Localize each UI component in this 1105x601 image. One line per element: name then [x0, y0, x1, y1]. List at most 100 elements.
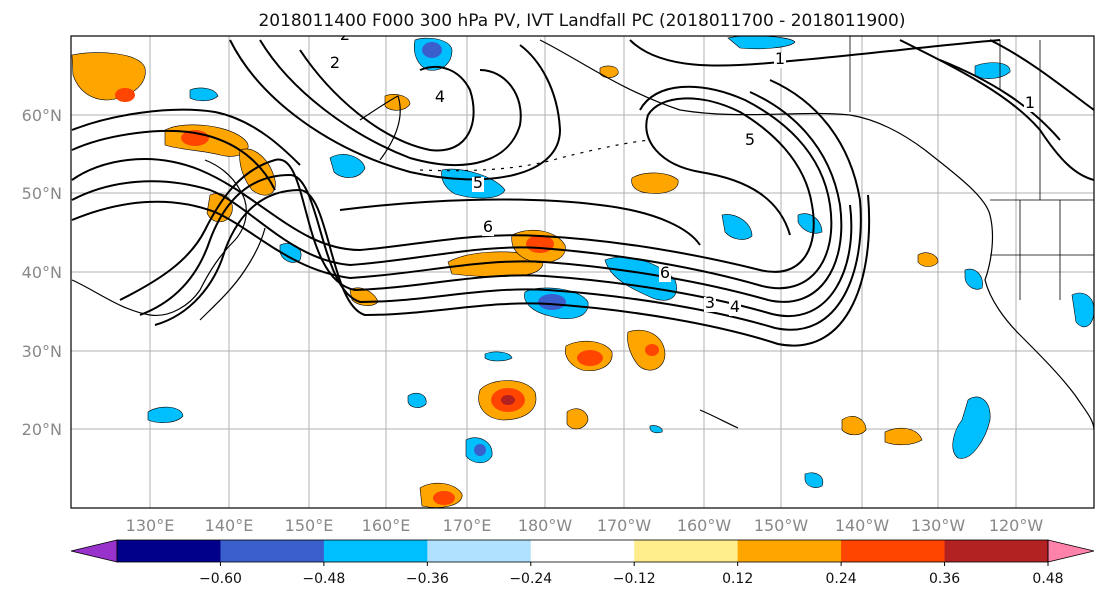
longitude-label: 170°W: [597, 516, 652, 535]
contour-label-bg: [774, 53, 786, 68]
colorbar-segment: [841, 540, 946, 562]
coastlines: [71, 39, 1094, 431]
positive-anomaly: [599, 65, 619, 79]
pv-contour: [119, 158, 853, 317]
pv-contour: [71, 97, 815, 273]
latitude-label: 20°N: [22, 420, 62, 439]
pv-contour: [939, 59, 1061, 141]
pv-contour: [71, 108, 301, 166]
pv-contours: [71, 39, 1094, 347]
contour-label: 6: [660, 263, 670, 282]
boundaries: [849, 36, 1094, 300]
contour-label-bg: [1024, 97, 1036, 112]
latitude-label: 50°N: [22, 184, 62, 203]
positive-anomaly-core: [577, 350, 603, 366]
negative-anomaly-core: [474, 444, 486, 456]
contour-label-bg: [729, 301, 741, 316]
colorbar-extend-min: [70, 539, 118, 563]
colorbar-segment: [944, 540, 1049, 562]
colorbar-tick-label: −0.12: [613, 571, 656, 587]
contour-label-bg: [659, 267, 671, 282]
negative-anomaly: [189, 87, 219, 102]
negative-anomaly: [804, 472, 824, 488]
colorbar-frame: [116, 539, 1049, 563]
positive-anomaly-core: [501, 395, 515, 405]
contour-label-bg: [329, 57, 341, 72]
longitude-label: 150°W: [754, 516, 809, 535]
contour-label: 3: [705, 293, 715, 312]
longitude-label: 120°W: [989, 516, 1044, 535]
positive-anomaly-core: [645, 344, 659, 356]
colorbar-segment: [117, 540, 221, 562]
province-border: [999, 40, 1041, 200]
pv-contour: [339, 198, 701, 246]
latitude-label: 40°N: [22, 263, 62, 282]
colorbar-extend-max: [1047, 539, 1095, 563]
colorbar-segment: [737, 540, 842, 562]
colorbar-tick-label: −0.36: [406, 571, 449, 587]
colorbar-tick-label: −0.60: [199, 571, 242, 587]
japan-coastline: [199, 227, 266, 321]
pv-contour: [989, 39, 1094, 111]
negative-anomaly: [974, 62, 1011, 79]
map-title: 2018011400 F000 300 hPa PV, IVT Landfall…: [258, 11, 905, 31]
aleutian-islands: [419, 139, 651, 172]
negative-anomaly: [649, 425, 663, 434]
longitude-label: 170°E: [443, 516, 492, 535]
positive-anomaly: [631, 172, 679, 194]
positive-anomaly: [384, 94, 411, 111]
contour-label: 6: [483, 217, 493, 236]
colorbar-tick-label: −0.48: [302, 571, 345, 587]
positive-anomaly-core: [433, 491, 455, 505]
contour-label-bg: [744, 134, 756, 149]
contour-label-bg: [482, 221, 494, 236]
longitude-label: 160°E: [362, 516, 411, 535]
positive-anomaly: [239, 148, 276, 196]
latitude-labels: 60°N 50°N 40°N 30°N 20°N: [22, 106, 62, 439]
contour-label: 2: [330, 53, 340, 72]
contour-label: 1: [775, 49, 785, 68]
latitude-label: 60°N: [22, 106, 62, 125]
colorbar-tick-label: 0.24: [826, 571, 857, 587]
contour-label-bg: [704, 297, 716, 312]
colorbar-tick-label: 0.12: [722, 571, 753, 587]
contour-label: 4: [435, 87, 445, 106]
shaded-anomalies: [71, 36, 1094, 508]
positive-anomaly-core: [115, 88, 135, 102]
colorbar-tick-label: 0.36: [929, 571, 960, 587]
longitude-label: 130°E: [126, 516, 175, 535]
negative-anomaly: [952, 396, 991, 459]
alaska-coastline: [539, 39, 926, 151]
contour-label: 5: [473, 173, 483, 192]
positive-anomaly-core: [526, 235, 554, 253]
negative-anomaly: [484, 351, 513, 362]
positive-anomaly: [841, 416, 867, 436]
pv-contour: [154, 188, 871, 347]
state-borders: [990, 200, 1094, 300]
positive-anomaly: [884, 427, 923, 446]
colorbar-segment: [427, 540, 532, 562]
negative-anomaly: [964, 268, 983, 290]
pv-contour: [299, 49, 475, 152]
latitude-label: 30°N: [22, 342, 62, 361]
colorbar-tick-label: 0.48: [1032, 571, 1063, 587]
colorbar-tick-label: −0.24: [509, 571, 552, 587]
positive-anomaly: [447, 251, 544, 277]
contour-label: 2: [340, 25, 350, 44]
pv-contour: [71, 85, 833, 290]
colorbar-segment: [634, 540, 739, 562]
colorbar: −0.60 −0.48 −0.36 −0.24 −0.12 0.12 0.24 0.36 0.4…: [70, 539, 1095, 587]
contour-label-bg: [434, 91, 446, 106]
longitude-label: 180°W: [518, 516, 573, 535]
pv-contour: [71, 130, 276, 191]
map-frame: [70, 35, 1095, 509]
asia-coastline: [71, 159, 247, 317]
contour-label-bg: [472, 177, 484, 192]
negative-anomaly: [407, 392, 427, 408]
colorbar-segment: [220, 540, 325, 562]
pv-contour: [139, 79, 862, 331]
longitude-label: 140°W: [835, 516, 890, 535]
